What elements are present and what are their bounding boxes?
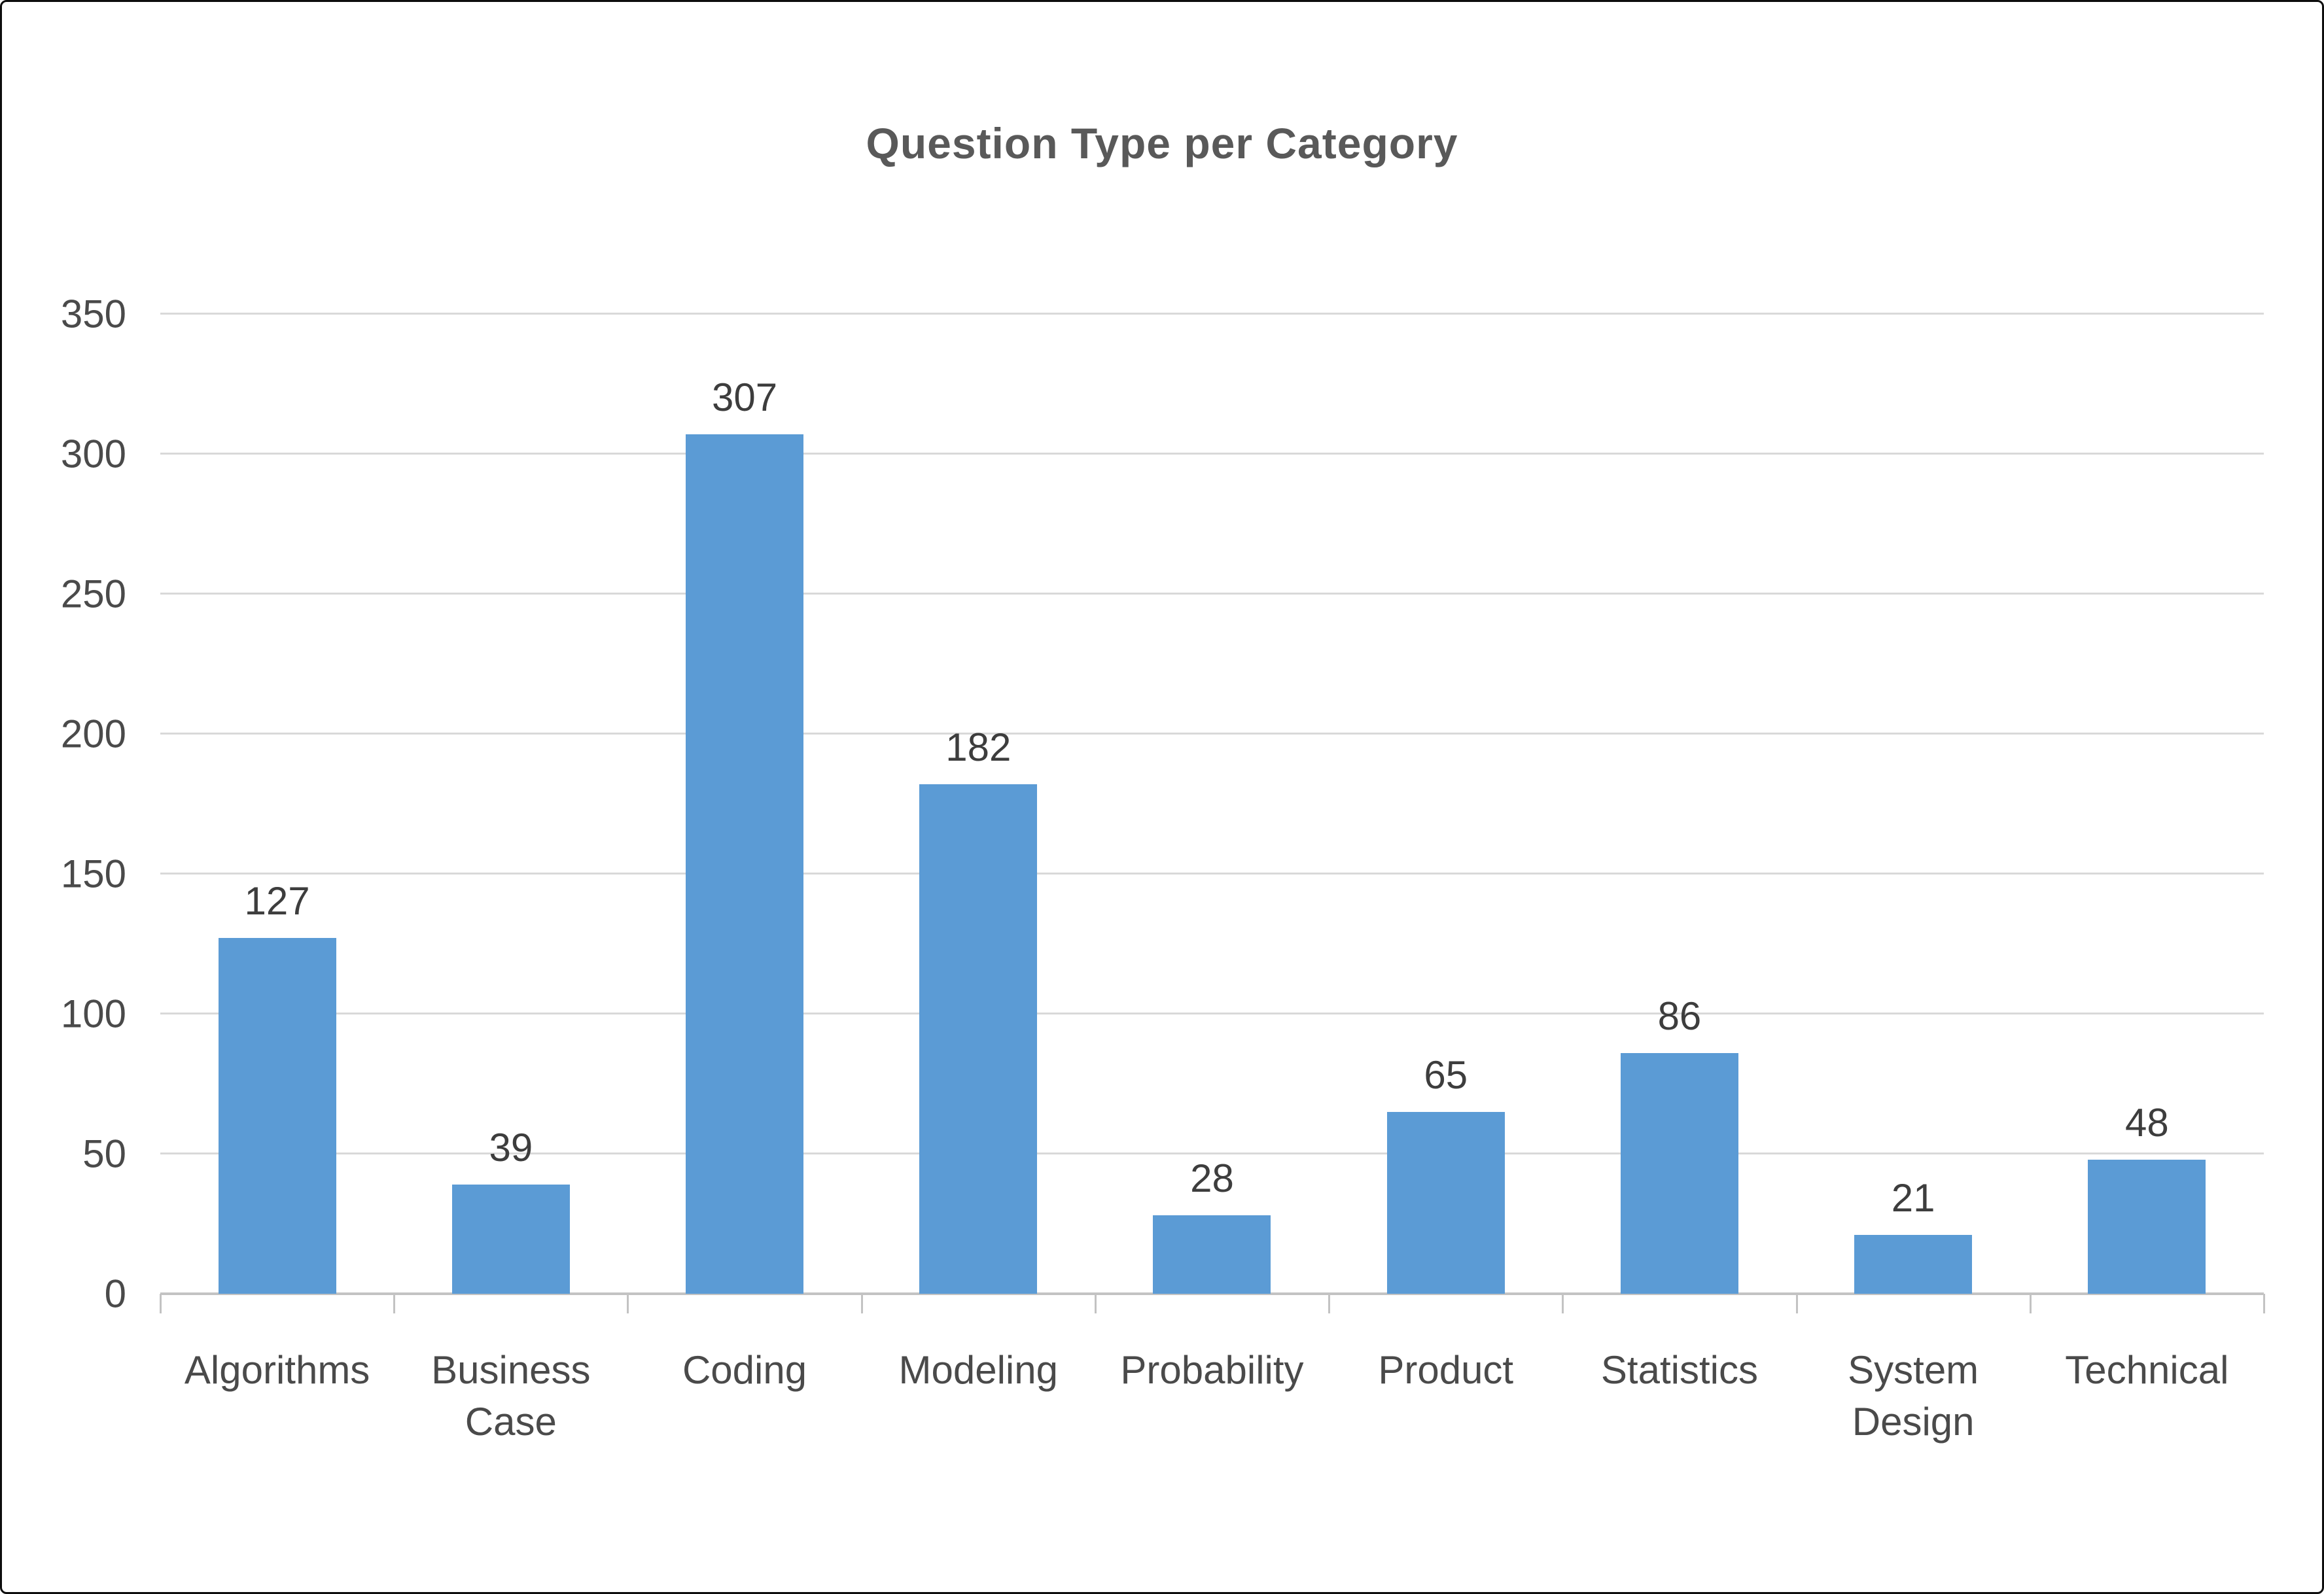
bar-modeling	[919, 784, 1038, 1294]
bar-value-label-8: 48	[2125, 1100, 2169, 1145]
y-tick-label-100: 100	[60, 992, 126, 1036]
x-axis-tick-0	[160, 1294, 162, 1313]
bar-business-case	[451, 1185, 570, 1294]
x-category-label-6: Statistics	[1600, 1348, 1758, 1392]
bar-system-design	[1854, 1235, 1973, 1294]
y-tick-label-350: 350	[60, 292, 126, 336]
bar-product	[1386, 1111, 1505, 1294]
x-axis-tick-7	[1795, 1294, 1798, 1313]
bar-value-label-3: 182	[945, 725, 1012, 770]
bar-slot-0: 127	[160, 314, 394, 1294]
bar-coding	[686, 434, 804, 1294]
x-category-label-2: Coding	[682, 1348, 807, 1392]
x-category-label-0: Algorithms	[184, 1348, 370, 1392]
gridline-50	[160, 1152, 2264, 1154]
bar-technical	[2088, 1159, 2206, 1294]
x-axis-line	[160, 1292, 2264, 1295]
bar-slot-4: 28	[1095, 314, 1329, 1294]
bar-value-label-7: 21	[1891, 1176, 1935, 1221]
gridline-100	[160, 1013, 2264, 1014]
bar-value-label-2: 307	[711, 375, 778, 420]
bar-slot-3: 182	[862, 314, 1095, 1294]
bar-value-label-4: 28	[1190, 1156, 1234, 1201]
x-axis-tick-1	[393, 1294, 396, 1313]
x-category-label-8: Technical	[2065, 1348, 2229, 1392]
y-tick-label-200: 200	[60, 712, 126, 756]
bar-slot-1: 39	[394, 314, 627, 1294]
plot-area: 127 39 307 182 28 65 86 21 48	[160, 313, 2265, 1313]
x-category-label-3: Modeling	[898, 1348, 1059, 1392]
gridline-250	[160, 593, 2264, 595]
bar-probability	[1153, 1215, 1271, 1294]
y-tick-label-50: 50	[82, 1132, 126, 1176]
gridline-150	[160, 873, 2264, 875]
gridline-200	[160, 733, 2264, 735]
x-category-label-1: Business Case	[431, 1348, 591, 1444]
x-axis-tick-3	[860, 1294, 863, 1313]
x-axis-tick-6	[1562, 1294, 1564, 1313]
bar-slot-8: 48	[2030, 314, 2264, 1294]
gridline-350	[160, 313, 2264, 315]
gridline-300	[160, 453, 2264, 455]
x-category-label-7: System Design	[1848, 1348, 1979, 1444]
y-tick-label-0: 0	[104, 1272, 126, 1316]
bar-value-label-0: 127	[244, 879, 310, 924]
x-axis-tick-2	[627, 1294, 629, 1313]
x-category-label-5: Product	[1378, 1348, 1514, 1392]
bar-value-label-1: 39	[489, 1126, 533, 1170]
bar-statistics	[1620, 1052, 1738, 1294]
x-axis-tick-8	[2029, 1294, 2032, 1313]
x-axis-tick-4	[1094, 1294, 1097, 1313]
x-axis-tick-9	[2263, 1294, 2265, 1313]
x-axis-tick-5	[1328, 1294, 1331, 1313]
bar-value-label-5: 65	[1424, 1052, 1468, 1097]
bar-slot-5: 65	[1329, 314, 1562, 1294]
bar-value-label-6: 86	[1657, 994, 1702, 1038]
bar-algorithms	[218, 938, 336, 1294]
bar-slot-7: 21	[1797, 314, 2030, 1294]
y-axis: 0 50 100 150 200 250 300 350	[2, 2, 133, 1592]
y-tick-label-150: 150	[60, 852, 126, 896]
y-tick-label-250: 250	[60, 572, 126, 616]
y-tick-label-300: 300	[60, 432, 126, 476]
bar-slot-6: 86	[1562, 314, 1796, 1294]
x-category-label-4: Probability	[1120, 1348, 1304, 1392]
chart-title: Question Type per Category	[866, 119, 1458, 167]
bar-slot-2: 307	[627, 314, 861, 1294]
